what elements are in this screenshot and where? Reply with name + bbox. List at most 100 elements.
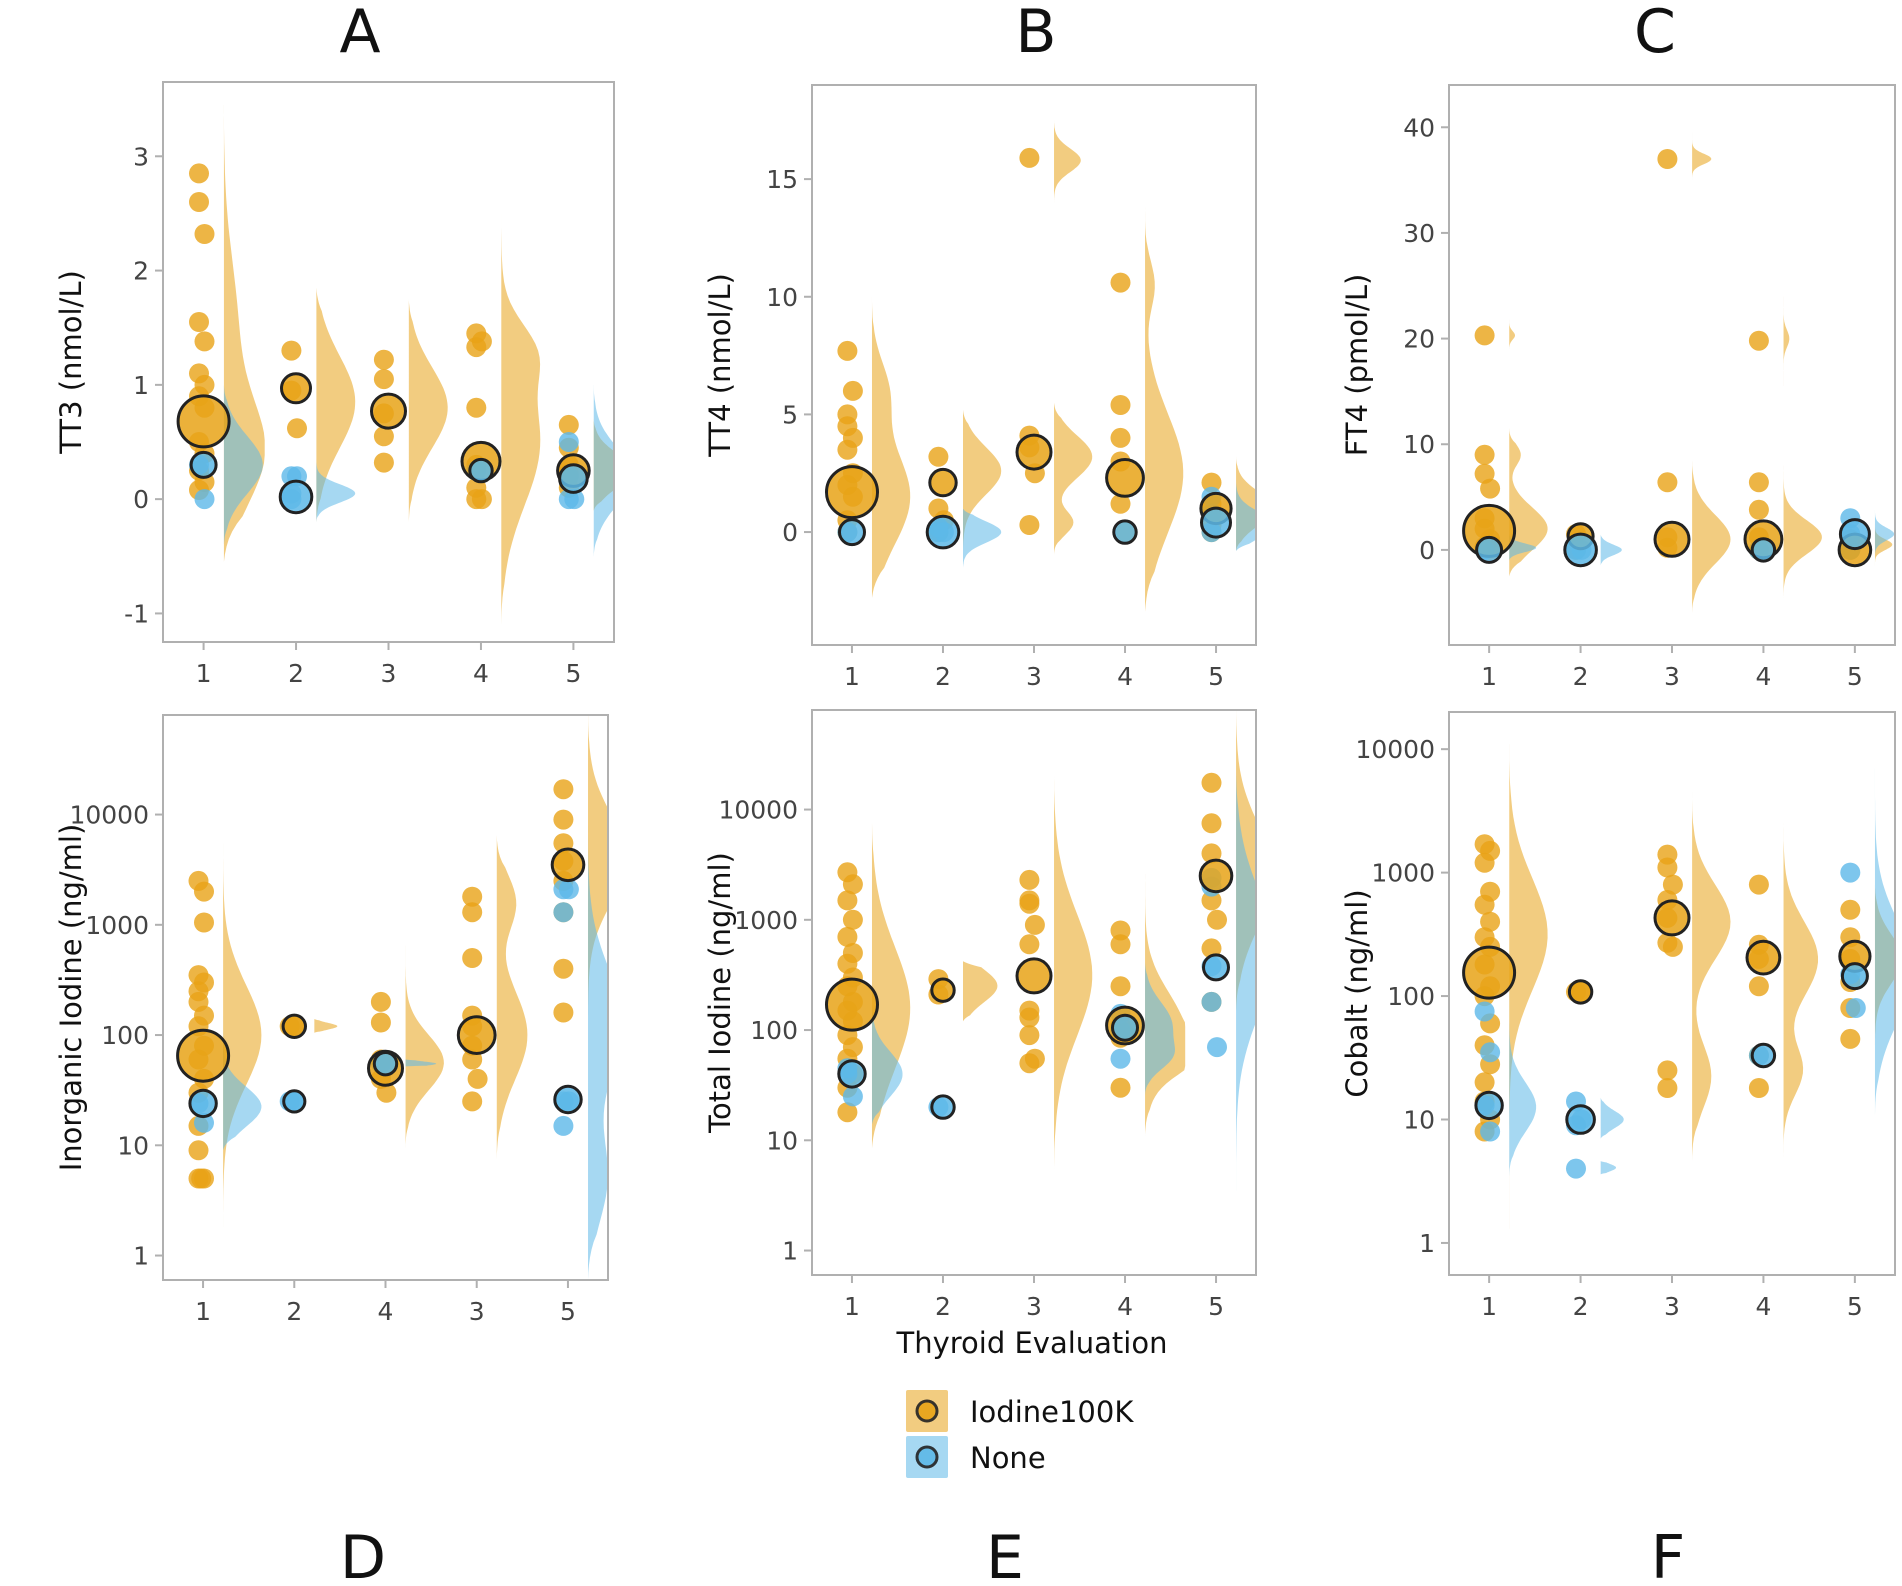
- point-iodine: [1019, 147, 1040, 168]
- panel-e: E 1 10 100 1000 10000 1 2 3 4 5 Total Iodine (ng/ml…: [703, 709, 1257, 1586]
- point-iodine: [1019, 893, 1040, 914]
- x-tick-label: 5: [560, 1297, 576, 1326]
- x-tick-label: 4: [1755, 662, 1771, 691]
- mean-marker-iodine: [825, 465, 879, 520]
- x-tick-label: 1: [1481, 1292, 1497, 1321]
- y-tick-label: 0: [1419, 536, 1435, 565]
- point-iodine: [1201, 472, 1222, 493]
- point-iodine: [1110, 1077, 1131, 1098]
- point-iodine: [1019, 934, 1040, 955]
- mean-marker-none: [1111, 1013, 1139, 1042]
- legend-item-iodine100k: Iodine100K: [906, 1390, 1134, 1432]
- point-iodine: [1748, 976, 1769, 997]
- legend-item-none: None: [906, 1436, 1046, 1478]
- mean-marker-none: [837, 1059, 867, 1089]
- y-tick-label: 1000: [1371, 859, 1435, 888]
- x-tick-label: 3: [1664, 1292, 1680, 1321]
- x-tick-label: 1: [196, 659, 212, 688]
- point-iodine: [1110, 395, 1131, 415]
- density-iodine-cat-1: [223, 843, 262, 1228]
- density-none-cat-5: [1874, 768, 1895, 1115]
- plot-area: [1462, 744, 1895, 1229]
- point-iodine: [471, 331, 492, 352]
- mean-marker-none: [278, 479, 314, 515]
- point-none: [1480, 1042, 1501, 1063]
- density-none-cat-4: [405, 1059, 437, 1067]
- point-none: [558, 879, 579, 900]
- x-tick-label: 4: [473, 659, 489, 688]
- density-iodine-cat-3: [1692, 460, 1731, 614]
- plot-area: [1462, 132, 1895, 614]
- x-tick-label: 1: [1481, 662, 1497, 691]
- density-iodine-cat-3: [1692, 132, 1712, 181]
- point-iodine: [188, 1140, 209, 1161]
- y-tick-label: 0: [782, 518, 798, 547]
- y-tick-label: 1: [133, 371, 149, 400]
- mean-marker-iodine: [176, 394, 231, 449]
- y-axis-title: TT4 (nmol/L): [703, 273, 737, 458]
- point-iodine: [1110, 427, 1131, 448]
- point-iodine: [1657, 149, 1678, 169]
- y-tick-label: 0: [133, 485, 149, 514]
- point-iodine: [1474, 852, 1495, 873]
- x-tick-label: 2: [286, 1297, 302, 1326]
- point-iodine: [370, 1012, 391, 1033]
- mean-marker-iodine: [1105, 458, 1145, 498]
- point-iodine: [1019, 515, 1040, 535]
- point-iodine: [370, 991, 391, 1012]
- point-iodine: [1019, 1025, 1040, 1046]
- point-none: [1474, 1001, 1495, 1022]
- point-none: [1566, 1158, 1586, 1179]
- point-iodine: [1480, 911, 1501, 932]
- panel-letter: C: [1634, 0, 1676, 67]
- point-iodine: [467, 1068, 488, 1089]
- density-none-cat-4: [1145, 961, 1175, 1097]
- mean-marker-none: [1112, 519, 1138, 545]
- mean-marker-iodine: [370, 392, 407, 430]
- mean-marker-iodine: [1653, 899, 1691, 937]
- density-iodine-cat-4: [1783, 296, 1790, 387]
- panel-letter: E: [986, 1523, 1024, 1586]
- point-iodine: [1474, 894, 1495, 915]
- density-iodine-cat-3: [1692, 791, 1731, 1163]
- y-axis-title: Total Iodine (ng/ml): [703, 852, 737, 1134]
- density-iodine-cat-3: [408, 299, 448, 522]
- y-axis-title: Inorganic Iodine (ng/ml): [54, 824, 88, 1172]
- y-tick-label: 10: [117, 1131, 149, 1160]
- density-none-cat-5: [1874, 509, 1895, 556]
- x-tick-label: 1: [844, 662, 860, 691]
- density-none-cat-2: [963, 508, 1002, 570]
- mean-marker-iodine: [281, 1013, 307, 1040]
- point-iodine: [1207, 909, 1227, 930]
- mean-marker-iodine: [1567, 979, 1594, 1005]
- panel-c: C 0 10 20 30 40 1 2 3 4 5 FT4 (pmol/L): [1340, 0, 1896, 691]
- point-iodine: [1657, 857, 1678, 878]
- mean-marker-none: [925, 514, 961, 550]
- mean-marker-iodine: [1015, 433, 1053, 471]
- y-tick-label: 10: [1403, 1106, 1435, 1135]
- x-tick-label: 3: [1026, 662, 1042, 691]
- y-tick-label: -1: [124, 599, 149, 628]
- x-tick-label: 3: [1026, 1292, 1042, 1321]
- mean-marker-none: [558, 463, 589, 494]
- point-iodine: [194, 224, 215, 244]
- mean-marker-none: [188, 1088, 218, 1119]
- point-iodine: [373, 349, 394, 370]
- point-iodine: [1019, 1007, 1040, 1028]
- mean-marker-iodine: [280, 372, 312, 405]
- density-iodine-cat-3: [496, 835, 528, 1160]
- density-none-cat-1: [871, 1001, 903, 1125]
- density-none-cat-1: [1509, 534, 1537, 561]
- density-iodine-cat-2: [314, 1018, 338, 1033]
- x-tick-label: 3: [381, 659, 397, 688]
- x-tick-label: 3: [469, 1297, 485, 1326]
- point-iodine: [373, 452, 394, 473]
- point-none: [558, 432, 579, 452]
- y-tick-label: 10000: [1355, 735, 1435, 764]
- plot-area: [176, 715, 608, 1280]
- point-iodine: [553, 779, 574, 800]
- point-iodine: [553, 958, 574, 979]
- point-iodine: [376, 1082, 397, 1103]
